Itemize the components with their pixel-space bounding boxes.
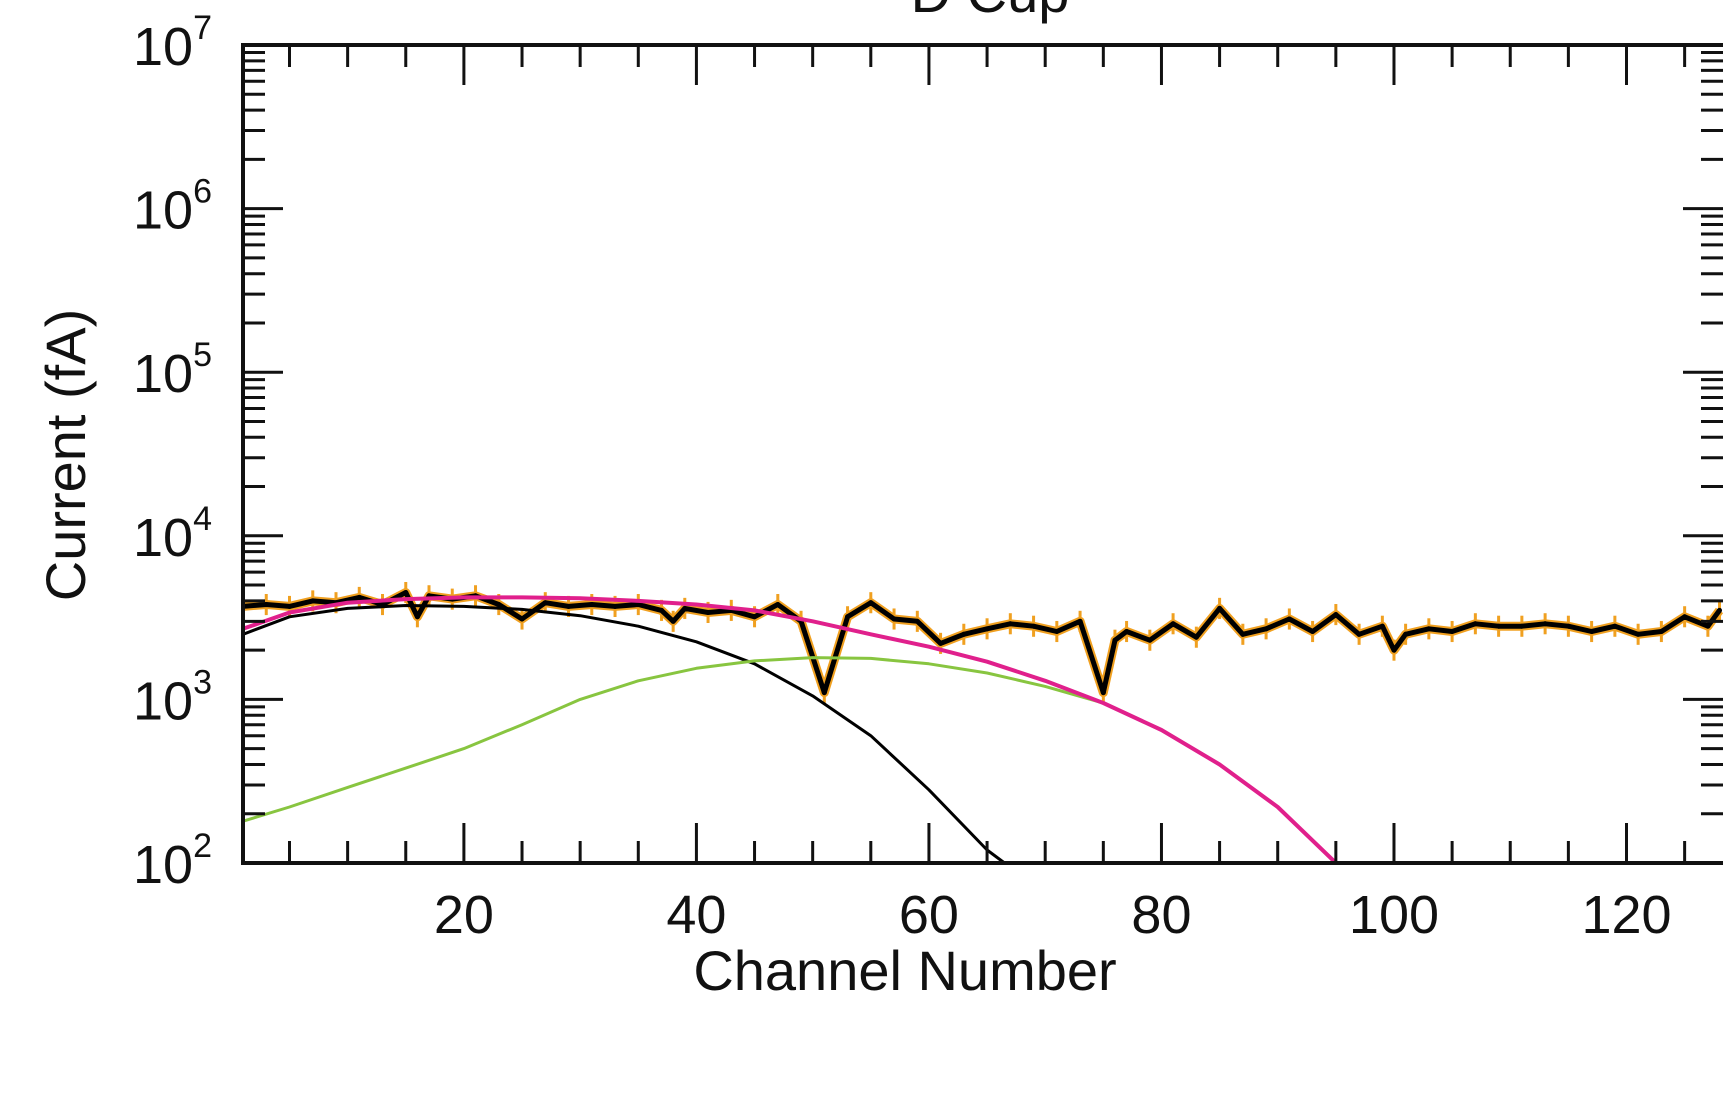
measured-point: [1356, 631, 1362, 637]
measured-point: [1682, 614, 1688, 620]
measured-point: [1472, 621, 1478, 627]
measured-point: [914, 618, 920, 624]
y-tick-label-exponent: 2: [193, 827, 212, 865]
measured-point: [1333, 612, 1339, 618]
chart-title: D Cup: [911, 0, 1070, 24]
fit-series-line-3: [243, 595, 1338, 863]
measured-point: [845, 614, 851, 620]
y-tick-label-exponent: 7: [193, 9, 212, 47]
y-tick-label: 106: [133, 173, 212, 241]
measured-point: [1496, 623, 1502, 629]
measured-point: [1170, 621, 1176, 627]
fit-series-line-2: [243, 656, 1104, 823]
series-layer: [243, 581, 1723, 863]
measured-point: [1542, 621, 1548, 627]
y-tick-label-base: 10: [133, 344, 193, 404]
y-tick-label-exponent: 6: [193, 173, 212, 211]
x-tick-label: 100: [1349, 885, 1439, 945]
measured-point: [1217, 605, 1223, 611]
measured-point: [1263, 626, 1269, 632]
measured-point: [612, 603, 618, 609]
measured-point: [566, 603, 572, 609]
measured-point: [1426, 626, 1432, 632]
y-tick-label-exponent: 3: [193, 663, 212, 701]
measured-point: [670, 618, 676, 624]
measured-point: [1100, 690, 1106, 696]
measured-point: [1519, 623, 1525, 629]
measured-point: [1565, 623, 1571, 629]
y-tick-label: 105: [133, 336, 212, 404]
y-tick-label-base: 10: [133, 508, 193, 568]
measured-point: [1007, 621, 1013, 627]
y-tick-label: 102: [133, 827, 212, 895]
measured-point: [403, 590, 409, 596]
x-tick-label: 40: [666, 885, 726, 945]
measured-point: [1193, 634, 1199, 640]
y-tick-label-exponent: 4: [193, 500, 212, 538]
measured-point: [414, 614, 420, 620]
fit-series-line-1: [243, 604, 1006, 863]
y-axis-title: Current (fA): [34, 309, 97, 602]
x-tick-label: 120: [1581, 885, 1671, 945]
measured-point: [1589, 629, 1595, 635]
measured-point: [1717, 607, 1723, 613]
x-tick-label: 80: [1131, 885, 1191, 945]
y-tick-label: 103: [133, 663, 212, 731]
y-tick-label: 107: [133, 9, 212, 77]
tick-layer: [243, 45, 1723, 863]
measured-point: [589, 602, 595, 608]
plot-frame: [241, 43, 1723, 865]
measured-point: [961, 631, 967, 637]
y-tick-label-base: 10: [133, 835, 193, 895]
measured-point: [1310, 629, 1316, 635]
measured-point: [1403, 631, 1409, 637]
measured-point: [263, 602, 269, 608]
measured-point: [1077, 618, 1083, 624]
measured-point: [1449, 629, 1455, 635]
measured-point: [1286, 616, 1292, 622]
measured-point: [891, 616, 897, 622]
measured-point: [496, 602, 502, 608]
x-tick-label: 20: [434, 885, 494, 945]
measured-point: [1658, 629, 1664, 635]
measured-point: [821, 690, 827, 696]
y-tick-label-base: 10: [133, 181, 193, 241]
measured-point: [938, 640, 944, 646]
measured-point: [1124, 629, 1130, 635]
y-tick-label-base: 10: [133, 17, 193, 77]
y-tick-label: 104: [133, 500, 212, 568]
measured-point: [682, 605, 688, 611]
measured-point: [1379, 623, 1385, 629]
measured-point: [984, 626, 990, 632]
measured-point: [705, 609, 711, 615]
measured-point: [1391, 647, 1397, 653]
measured-point: [356, 594, 362, 600]
measured-point: [1054, 629, 1060, 635]
measured-point: [287, 603, 293, 609]
measured-point: [752, 614, 758, 620]
y-tick-label-base: 10: [133, 671, 193, 731]
measured-point: [635, 602, 641, 608]
measured-point: [1635, 631, 1641, 637]
measured-point: [519, 616, 525, 622]
measured-point: [1240, 631, 1246, 637]
measured-point: [542, 600, 548, 606]
measured-point: [868, 600, 874, 606]
y-tick-label-exponent: 5: [193, 336, 212, 374]
measured-point: [1031, 623, 1037, 629]
measured-point: [659, 607, 665, 613]
x-tick-label: 60: [899, 885, 959, 945]
x-axis-title: Channel Number: [693, 939, 1116, 1002]
measured-point: [310, 598, 316, 604]
measured-point: [1705, 623, 1711, 629]
measured-point: [1147, 637, 1153, 643]
measured-point: [1612, 623, 1618, 629]
measured-point: [775, 602, 781, 608]
measured-point: [1112, 637, 1118, 643]
